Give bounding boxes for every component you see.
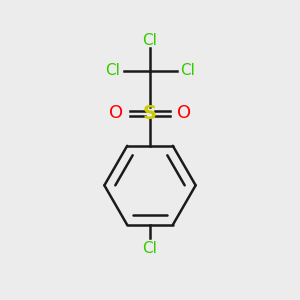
Text: Cl: Cl xyxy=(142,241,158,256)
Text: O: O xyxy=(110,104,124,122)
Text: S: S xyxy=(143,104,157,123)
Text: Cl: Cl xyxy=(180,63,195,78)
Text: O: O xyxy=(176,104,190,122)
Text: Cl: Cl xyxy=(105,63,120,78)
Text: Cl: Cl xyxy=(142,32,158,47)
